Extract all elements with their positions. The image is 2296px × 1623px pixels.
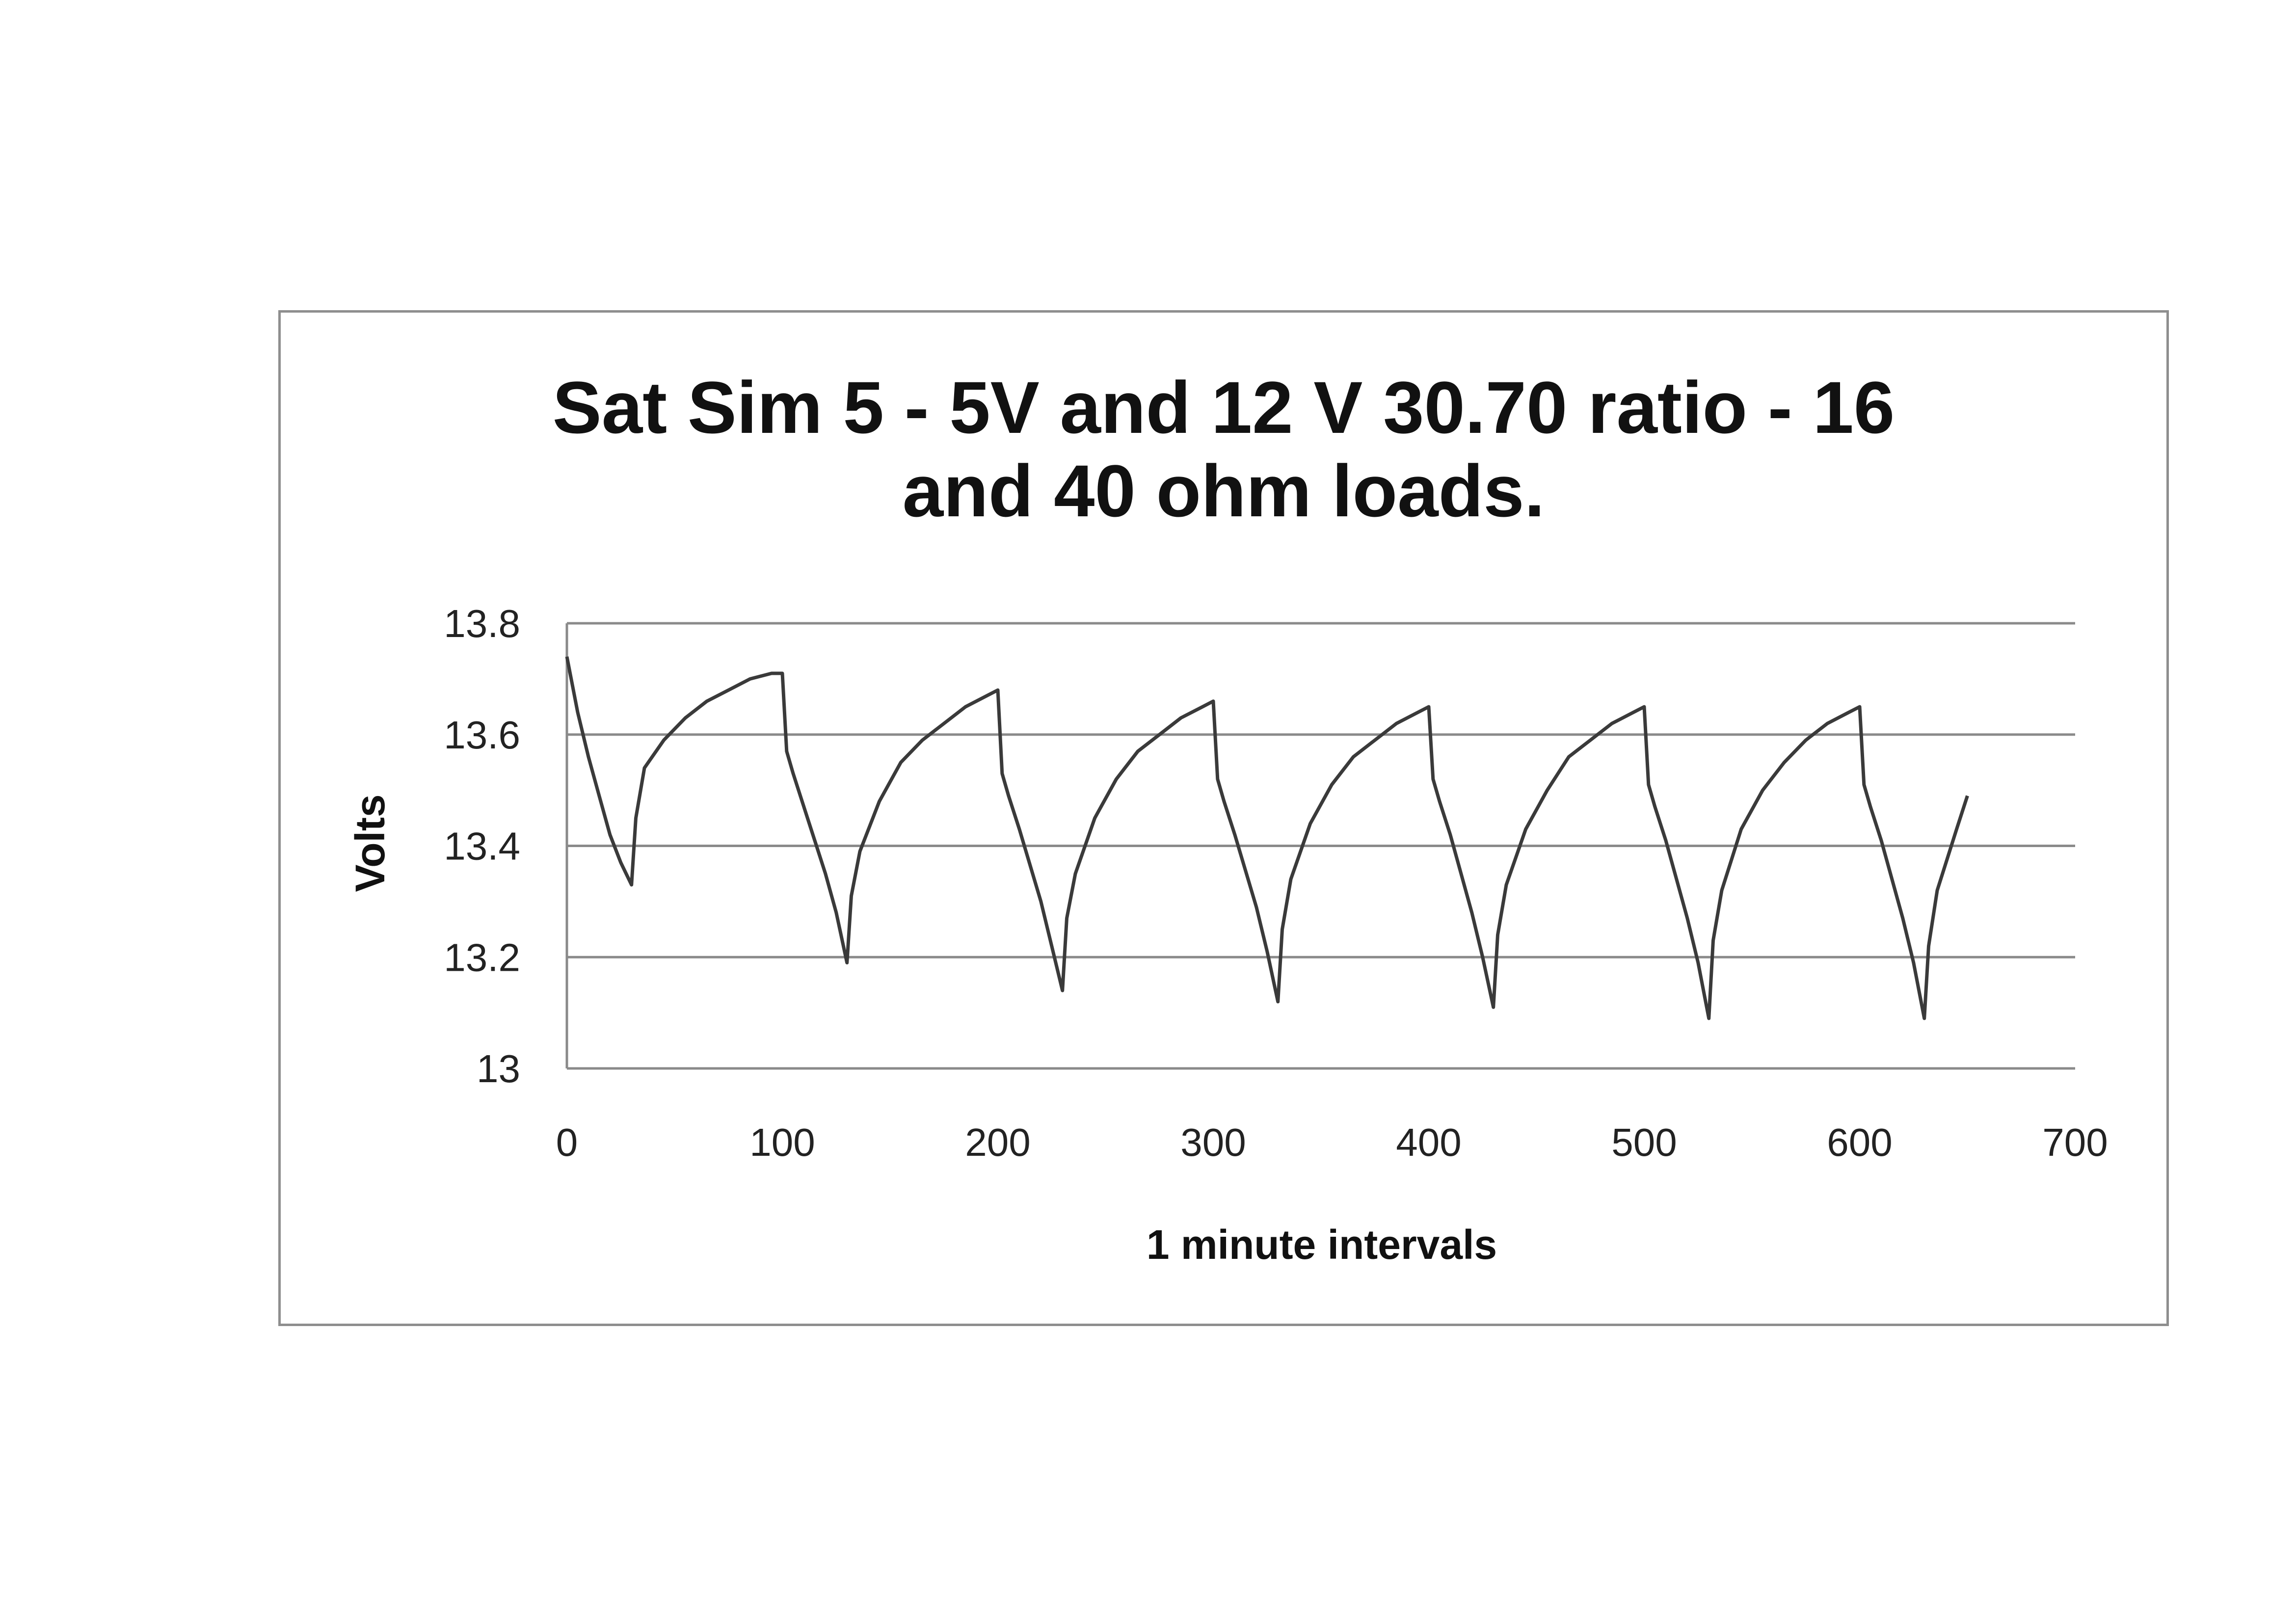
x-tick-label: 200 xyxy=(965,1120,1030,1164)
chart-title-line-2: and 40 ohm loads. xyxy=(902,450,1545,532)
chart-container: Sat Sim 5 - 5V and 12 V 30.70 ratio - 16… xyxy=(278,310,2169,1326)
x-tick-label: 300 xyxy=(1180,1120,1246,1164)
tick-labels: 13 13.2 13.4 13.6 13.8 0 100 200 300 400 500 600 700 xyxy=(444,602,2108,1164)
series-line-0 xyxy=(565,656,1969,1020)
y-tick-label: 13.8 xyxy=(444,602,520,645)
chart-title-line-1: Sat Sim 5 - 5V and 12 V 30.70 ratio - 16 xyxy=(552,366,1895,449)
y-tick-label: 13 xyxy=(477,1047,520,1091)
y-tick-label: 13.6 xyxy=(444,713,520,757)
x-tick-label: 500 xyxy=(1611,1120,1677,1164)
y-tick-label: 13.4 xyxy=(444,825,520,868)
x-tick-label: 600 xyxy=(1827,1120,1892,1164)
y-axis-label: Volts xyxy=(347,794,393,892)
x-tick-label: 400 xyxy=(1396,1120,1461,1164)
grid-lines xyxy=(567,622,2075,1070)
x-tick-label: 0 xyxy=(556,1120,578,1164)
x-axis-label: 1 minute intervals xyxy=(1147,1222,1497,1268)
x-tick-label: 700 xyxy=(2042,1120,2108,1164)
x-tick-label: 100 xyxy=(749,1120,815,1164)
y-tick-label: 13.2 xyxy=(444,935,520,979)
series-layer xyxy=(565,656,1969,1020)
